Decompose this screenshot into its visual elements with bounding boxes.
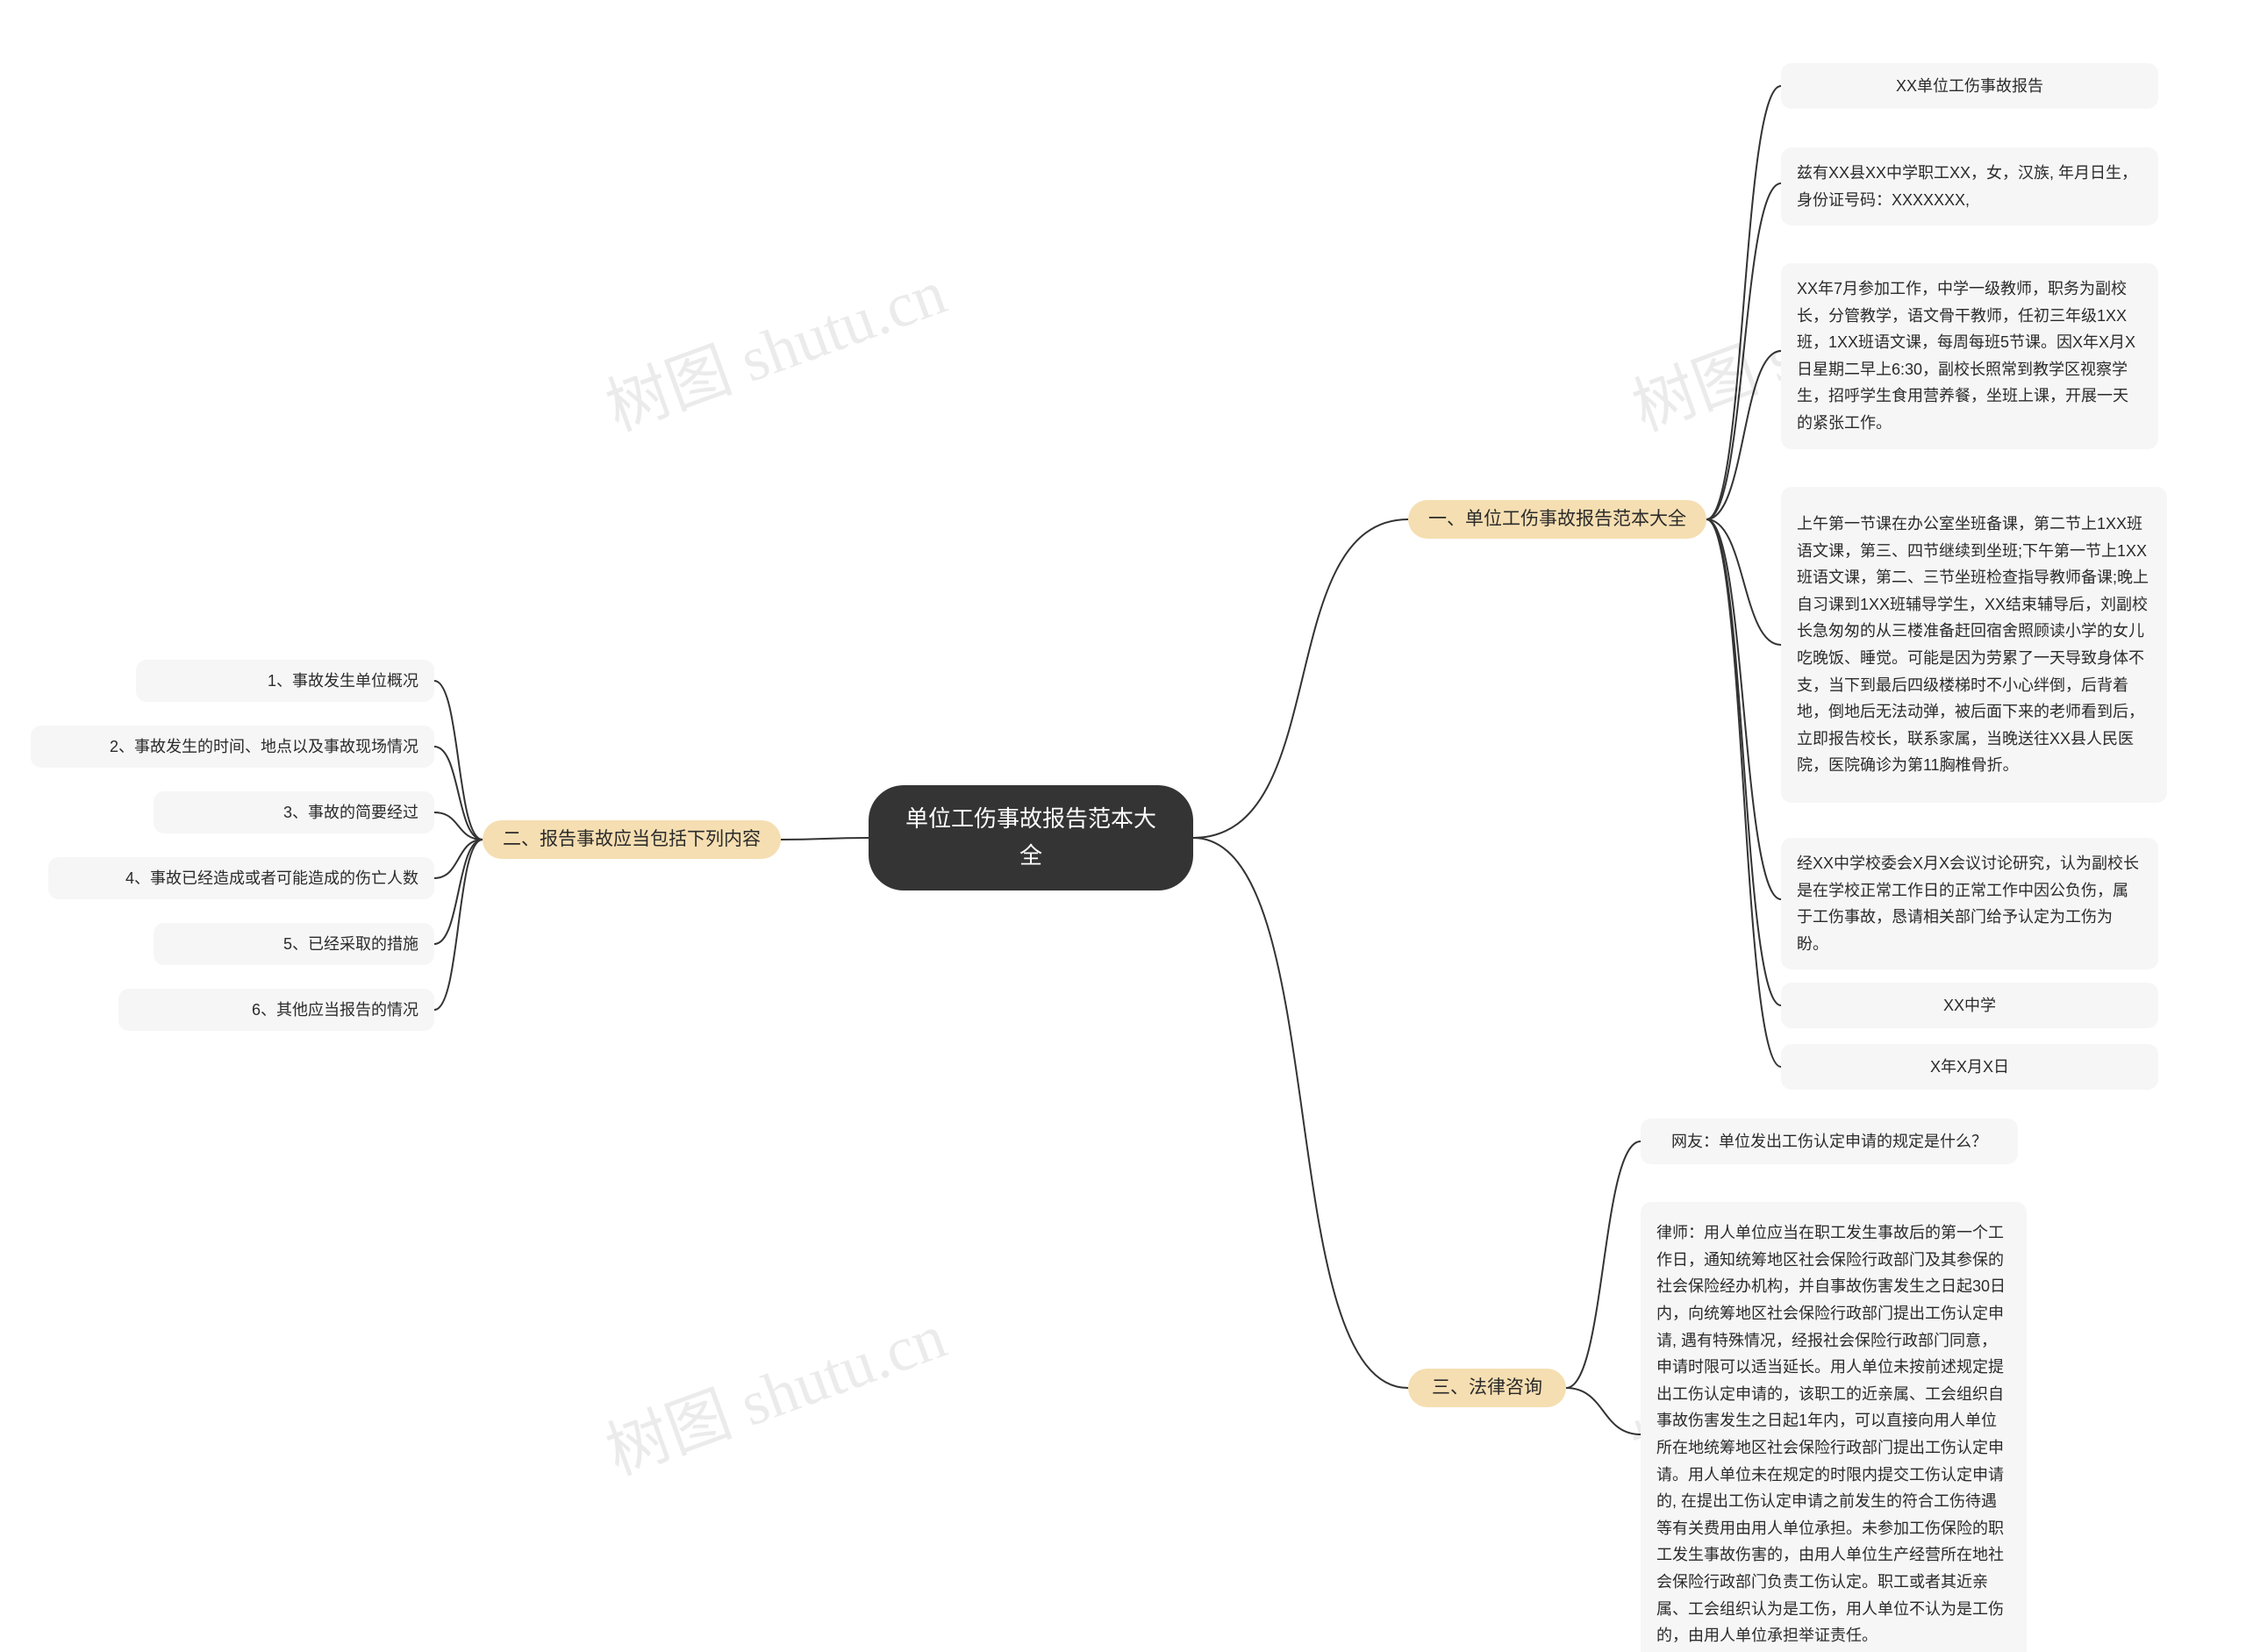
branch-2[interactable]: 二、报告事故应当包括下列内容 — [483, 820, 781, 859]
leaf-b2-1[interactable]: 1、事故发生单位概况 — [136, 660, 434, 702]
leaf-b1-2[interactable]: 兹有XX县XX中学职工XX，女，汉族, 年月日生，身份证号码：XXXXXXX, — [1781, 147, 2158, 225]
leaf-b3-1[interactable]: 网友：单位发出工伤认定申请的规定是什么？ — [1641, 1119, 2018, 1164]
leaf-b2-4[interactable]: 4、事故已经造成或者可能造成的伤亡人数 — [48, 857, 434, 899]
leaf-b2-5[interactable]: 5、已经采取的措施 — [154, 923, 434, 965]
branch-3[interactable]: 三、法律咨询 — [1408, 1369, 1566, 1407]
branch-2-label: 二、报告事故应当包括下列内容 — [503, 825, 761, 855]
leaf-b3-2[interactable]: 律师：用人单位应当在职工发生事故后的第一个工作日，通知统筹地区社会保险行政部门及… — [1641, 1202, 2027, 1652]
leaf-b1-4[interactable]: 上午第一节课在办公室坐班备课，第二节上1XX班语文课，第三、四节继续到坐班;下午… — [1781, 487, 2167, 803]
branch-3-label: 三、法律咨询 — [1432, 1373, 1542, 1403]
branch-1[interactable]: 一、单位工伤事故报告范本大全 — [1408, 500, 1706, 539]
root-node[interactable]: 单位工伤事故报告范本大 全 — [869, 785, 1193, 890]
branch-1-label: 一、单位工伤事故报告范本大全 — [1428, 504, 1686, 534]
leaf-b1-7[interactable]: X年X月X日 — [1781, 1044, 2158, 1090]
watermark: 树图 shutu.cn — [591, 240, 956, 448]
leaf-b1-5[interactable]: 经XX中学校委会X月X会议讨论研究，认为副校长是在学校正常工作日的正常工作中因公… — [1781, 838, 2158, 969]
leaf-b1-3[interactable]: XX年7月参加工作，中学一级教师，职务为副校长，分管教学，语文骨干教师，任初三年… — [1781, 263, 2158, 449]
leaf-b2-6[interactable]: 6、其他应当报告的情况 — [118, 989, 434, 1031]
leaf-b1-1[interactable]: XX单位工伤事故报告 — [1781, 63, 2158, 109]
leaf-b2-3[interactable]: 3、事故的简要经过 — [154, 791, 434, 833]
root-label: 单位工伤事故报告范本大 全 — [905, 801, 1156, 874]
watermark: 树图 shutu.cn — [591, 1284, 956, 1492]
leaf-b1-6[interactable]: XX中学 — [1781, 983, 2158, 1028]
leaf-b2-2[interactable]: 2、事故发生的时间、地点以及事故现场情况 — [31, 726, 434, 768]
